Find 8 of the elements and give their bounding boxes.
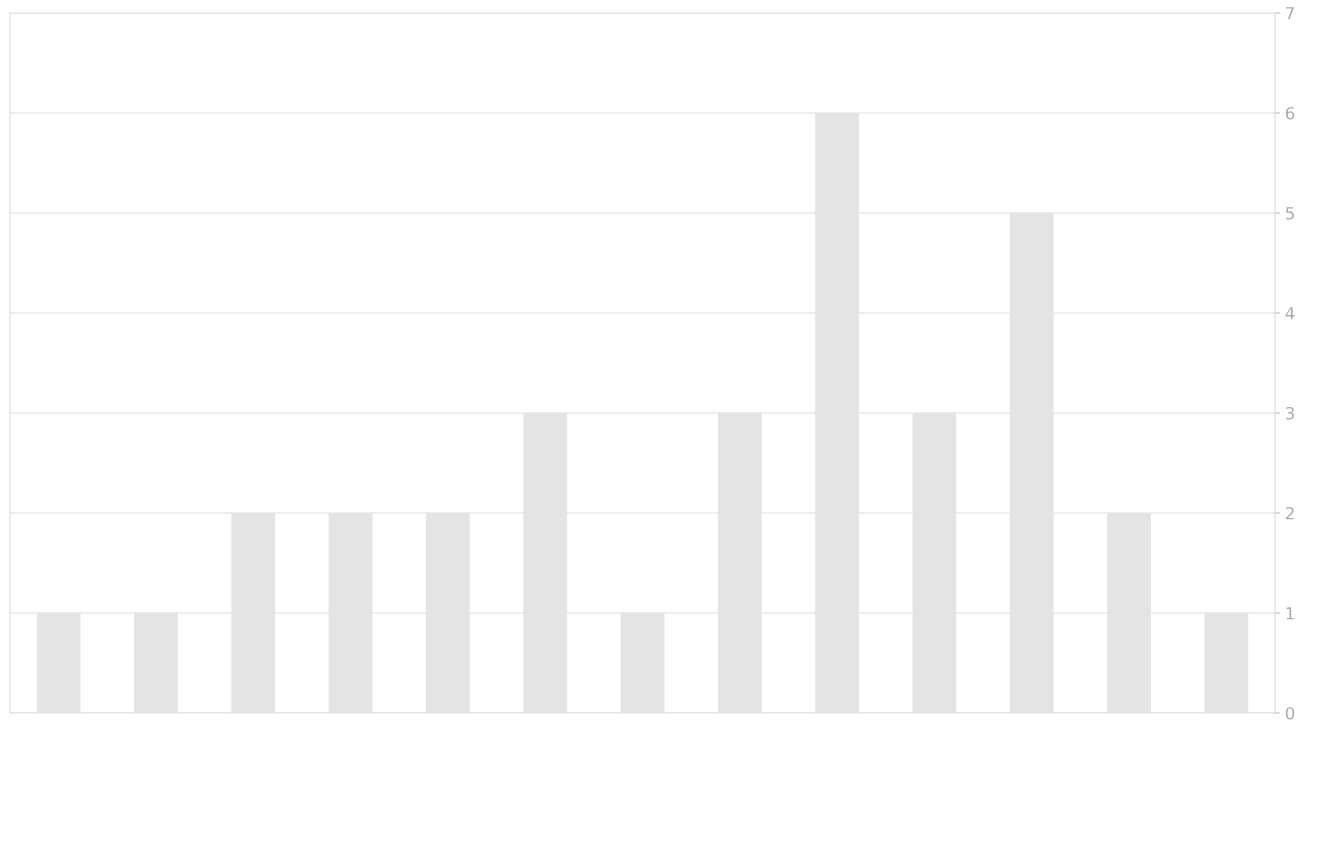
y-tick-label: 2: [1285, 506, 1294, 520]
y-tick-label: 1: [1286, 607, 1294, 620]
y-tick-label: 3: [1285, 406, 1294, 420]
y-tick-label: 5: [1286, 207, 1294, 220]
y-tick-label: 7: [1286, 7, 1294, 20]
y-tick-label: 4: [1285, 307, 1295, 320]
y-tick-label: 6: [1285, 106, 1295, 120]
y-tick-label: 0: [1285, 706, 1295, 720]
